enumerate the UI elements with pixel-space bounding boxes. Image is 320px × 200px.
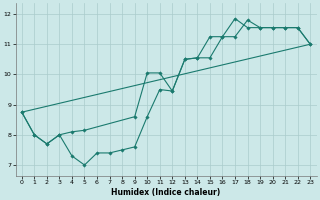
X-axis label: Humidex (Indice chaleur): Humidex (Indice chaleur) <box>111 188 221 197</box>
